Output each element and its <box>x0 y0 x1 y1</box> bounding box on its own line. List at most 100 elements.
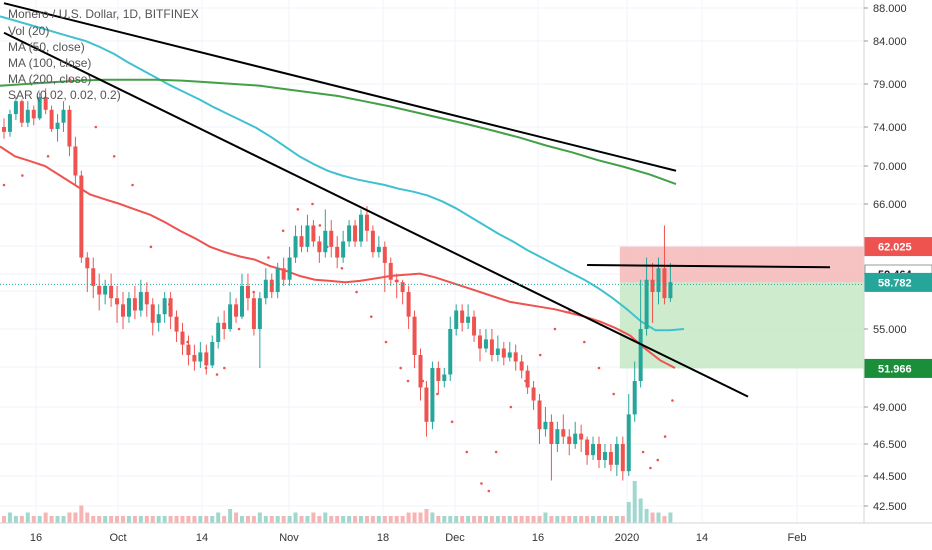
candle-body <box>150 304 155 323</box>
volume-bar <box>668 512 673 523</box>
volume-bar <box>537 516 542 523</box>
candle-body <box>97 285 102 295</box>
candle-body <box>109 285 114 299</box>
candle-body <box>204 352 209 366</box>
candle-body <box>49 109 54 129</box>
volume-bar <box>382 516 387 523</box>
price-tag-label: 62.025 <box>878 242 912 254</box>
chart-title: Monero / U.S. Dollar, 1D, BITFINEX <box>8 7 199 21</box>
trendline-upper[interactable] <box>3 2 677 172</box>
candle-body <box>37 96 42 119</box>
sar-dot <box>311 202 314 206</box>
candle-body <box>359 214 363 242</box>
sar-dot <box>465 450 469 454</box>
volume-bar <box>341 516 346 523</box>
price-tag <box>864 358 932 378</box>
sar-dot <box>340 266 344 270</box>
sar-dot <box>215 373 219 376</box>
volume-bar <box>305 516 310 523</box>
candle-body <box>162 298 167 315</box>
volume-bar <box>442 516 447 523</box>
candle-body <box>287 257 292 280</box>
volume-bar <box>293 512 298 523</box>
candle-body <box>632 381 637 415</box>
candle-body <box>240 285 244 317</box>
volume-bar <box>73 512 78 523</box>
volume-bar <box>192 516 197 523</box>
volume-bar <box>174 516 179 523</box>
price-tick-label: 70.000 <box>873 161 907 173</box>
candle-body <box>138 292 143 311</box>
candle-body <box>495 348 500 355</box>
candle-body <box>245 285 250 299</box>
candle-body <box>115 298 120 305</box>
ma-200-line <box>0 78 677 186</box>
candle-body <box>656 268 661 293</box>
candle-body <box>668 282 673 299</box>
candle-body <box>597 444 601 460</box>
trendline-lower[interactable] <box>3 31 749 398</box>
sar-dot <box>355 290 358 294</box>
candle-body <box>406 292 411 317</box>
candle-body <box>228 304 233 329</box>
volume-bar <box>466 516 471 523</box>
time-tick-label: Nov <box>279 532 299 544</box>
volume-bar <box>561 516 566 523</box>
sar-dot <box>399 366 402 370</box>
volume-bar <box>632 481 637 523</box>
volume-bar <box>67 512 72 523</box>
sar-dot <box>641 450 645 454</box>
volume-bar <box>19 516 24 523</box>
candle-body <box>43 96 48 110</box>
volume-bar <box>204 516 209 523</box>
candle-body <box>442 374 447 381</box>
candle-body <box>156 314 161 323</box>
candle-body <box>263 279 268 299</box>
volume-bar <box>430 512 435 523</box>
sar-dot <box>369 315 373 318</box>
candle-body <box>275 268 280 293</box>
candle-body <box>567 436 572 444</box>
volume-bar <box>245 516 250 523</box>
volume-bar <box>495 516 500 523</box>
candle-body <box>317 241 322 253</box>
candle-body <box>121 304 125 317</box>
sar-dot <box>131 183 134 187</box>
candle-body <box>650 279 655 293</box>
volume-bar <box>299 516 304 523</box>
sar-dot <box>46 154 50 158</box>
candle-body <box>353 225 358 242</box>
sar-dot <box>553 327 557 331</box>
legend-item: MA (200, close) <box>8 72 91 86</box>
sar-dot <box>406 379 410 383</box>
volume-bar <box>150 516 155 523</box>
price-tick-label: 74.000 <box>873 122 907 134</box>
candle-body <box>454 310 459 329</box>
volume-bar <box>620 516 625 523</box>
volume-bar <box>275 516 280 523</box>
candle-body <box>608 452 613 465</box>
price-tick-label: 55.000 <box>873 324 907 336</box>
sar-dot <box>68 78 72 81</box>
volume-bar <box>49 516 54 523</box>
candle-body <box>418 355 423 388</box>
sar-dot <box>94 125 98 129</box>
volume-bar <box>91 516 96 523</box>
trendline-target-level[interactable] <box>587 264 831 269</box>
volume-bar <box>662 516 667 523</box>
candle-body <box>638 329 643 381</box>
volume-bar <box>591 516 596 523</box>
sar-dot <box>223 366 226 370</box>
candle-body <box>299 236 304 247</box>
volume-bar <box>525 516 530 523</box>
volume-bar <box>370 516 375 523</box>
volume-bar <box>228 509 233 523</box>
legend-item: MA (100, close) <box>8 56 91 70</box>
candle-body <box>460 310 465 323</box>
candle-body <box>561 429 566 437</box>
price-tick-label: 46.500 <box>873 439 907 451</box>
stop-loss-zone <box>619 246 864 283</box>
time-tick-label: 18 <box>377 532 389 544</box>
